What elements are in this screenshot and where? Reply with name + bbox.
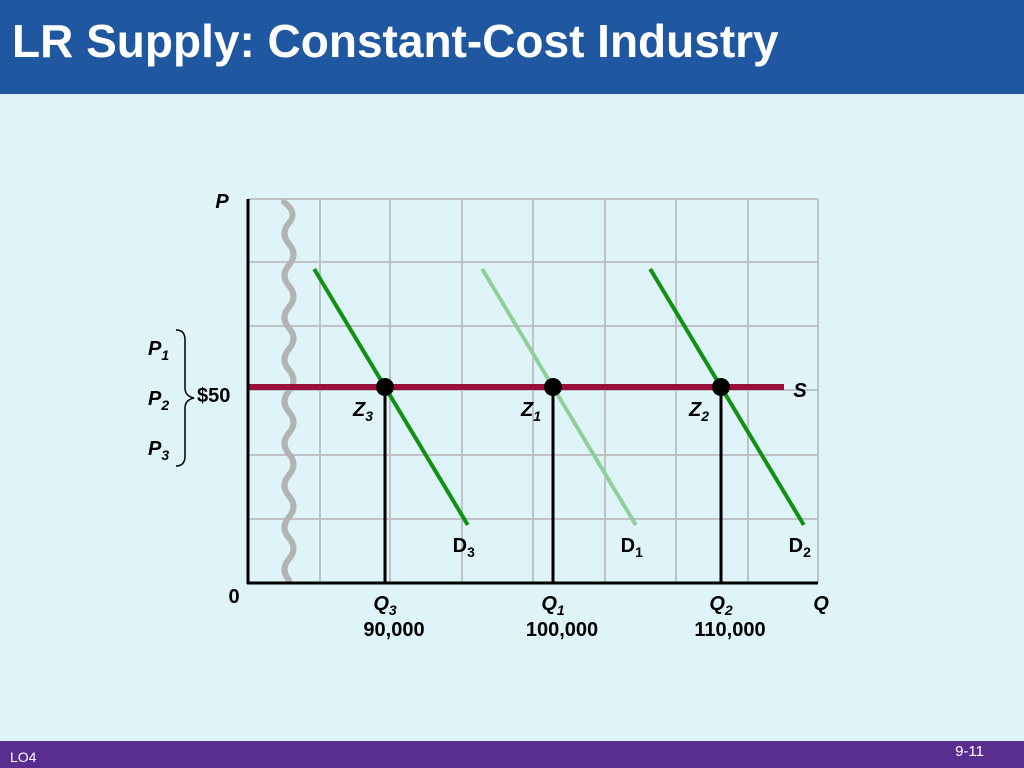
demand-label-1: D1	[621, 535, 643, 560]
quantity-value-3: 90,000	[363, 619, 424, 641]
demand-curves	[312, 267, 806, 527]
equilibrium-label-3: Z3	[352, 399, 373, 424]
equilibrium-points	[376, 378, 730, 396]
equilibrium-label-1: Z1	[520, 399, 541, 424]
footer-bar: LO4 9-11	[0, 741, 1024, 768]
equilibrium-point-1	[544, 378, 562, 396]
quantity-value-1: 100,000	[526, 619, 598, 641]
origin-label: 0	[228, 586, 239, 608]
demand-curve-2	[648, 267, 806, 527]
quantity-label-2: Q2	[709, 593, 733, 618]
quantity-label-3: Q3	[373, 593, 397, 618]
demand-label-3: D3	[453, 535, 475, 560]
grid	[248, 198, 819, 583]
x-axis-label: Q	[813, 593, 829, 615]
price-label-3: P3	[148, 438, 169, 463]
equilibrium-point-3	[376, 378, 394, 396]
quantity-drop-lines	[383, 387, 723, 583]
footer-lo-label: LO4	[10, 749, 37, 765]
axis-break-mark	[281, 199, 297, 583]
demand-curve-3	[312, 267, 470, 527]
equilibrium-label-2: Z2	[688, 399, 709, 424]
y-axis-label: P	[215, 191, 229, 213]
price-value-label: $50	[197, 385, 230, 407]
supply-label: S	[793, 380, 807, 402]
page-number: 9-11	[955, 743, 984, 760]
price-brace	[175, 329, 195, 467]
equilibrium-point-2	[712, 378, 730, 396]
demand-label-2: D2	[789, 535, 811, 560]
price-label-2: P2	[148, 388, 169, 413]
slide-title: LR Supply: Constant-Cost Industry	[12, 15, 779, 67]
demand-curve-1	[480, 267, 638, 527]
quantity-value-2: 110,000	[694, 619, 765, 641]
price-label-1: P1	[148, 338, 169, 363]
title-bar: LR Supply: Constant-Cost Industry	[0, 0, 1024, 94]
quantity-label-1: Q1	[541, 593, 565, 618]
